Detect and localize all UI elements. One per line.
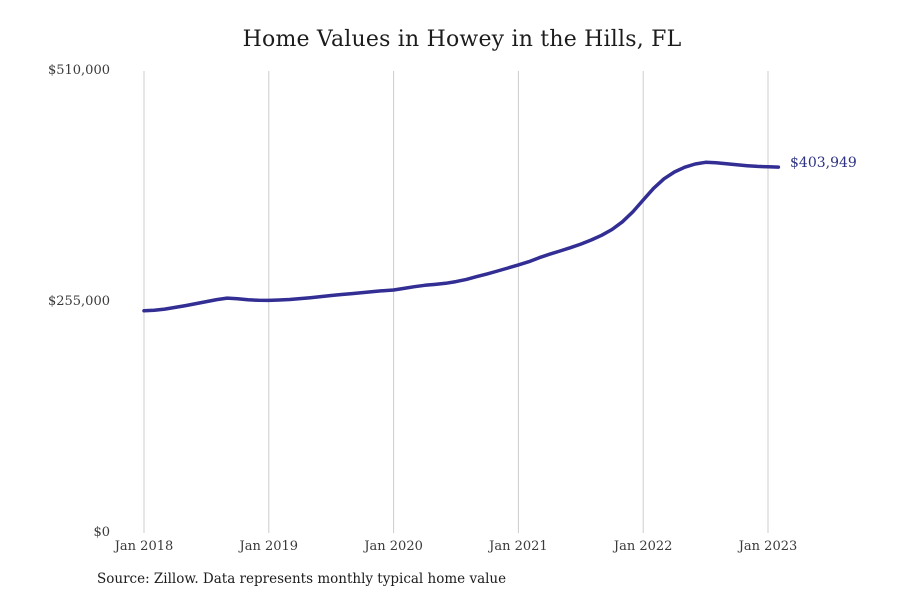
x-axis-tick-label: Jan 2021 [489,539,548,554]
x-axis-tick-label: Jan 2023 [738,539,798,554]
latest-value-label: $403,949 [790,155,857,171]
x-axis-tick-label: Jan 2020 [364,539,423,554]
home-value-line [142,160,781,313]
x-axis-tick-label: Jan 2022 [613,539,673,554]
year-gridlines [143,71,769,533]
x-axis-tick-label: Jan 2018 [114,539,174,554]
y-axis-tick-label: $510,000 [47,63,110,78]
x-axis-tick-label: Jan 2019 [239,539,299,554]
y-axis-tick-label: $0 [93,525,110,540]
source-note: Source: Zillow. Data represents monthly … [97,571,507,587]
chart-title: Home Values in Howey in the Hills, FL [242,27,682,52]
y-axis-tick-label: $255,000 [47,294,110,309]
